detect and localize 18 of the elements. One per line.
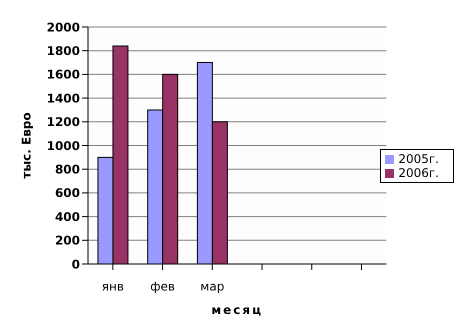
y-tick-label: 2000: [46, 20, 80, 34]
y-tick-label: 1600: [46, 68, 80, 82]
y-tick-label: 1800: [46, 44, 80, 58]
x-axis-title: месяц: [211, 303, 263, 317]
y-tick-label: 1000: [46, 138, 80, 153]
y-tick-label: 0: [72, 257, 80, 272]
y-tick-label: 400: [54, 210, 80, 224]
y-axis-title: тыс. Евро: [19, 112, 34, 179]
x-tick-label: мар: [200, 280, 224, 294]
y-tick-label: 1400: [46, 91, 80, 106]
y-tick-label: 800: [54, 162, 80, 176]
y-tick-label: 200: [54, 234, 80, 248]
legend-label: 2005г.: [398, 152, 439, 166]
x-tick-label: янв: [102, 280, 124, 294]
x-tick-label: фев: [150, 280, 175, 294]
y-tick-label: 1200: [46, 115, 80, 130]
y-tick-label: 600: [54, 186, 80, 200]
legend-label: 2006г.: [398, 166, 439, 180]
